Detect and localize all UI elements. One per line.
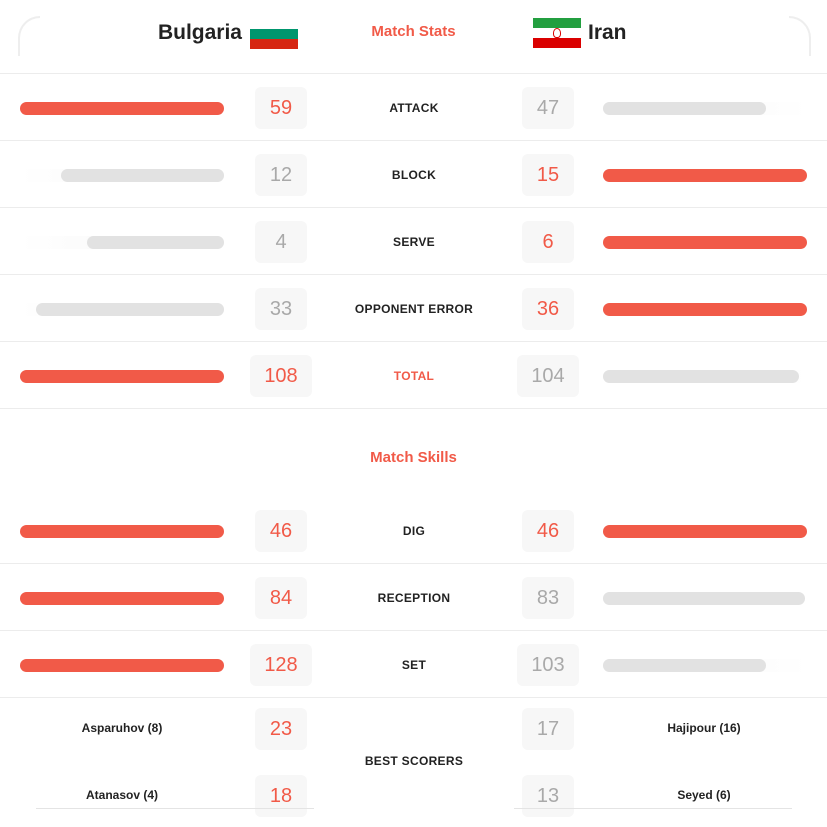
bar-team-b xyxy=(603,302,807,316)
bar-team-b xyxy=(603,524,807,538)
stat-row-attack: 59 ATTACK 47 xyxy=(0,74,827,141)
value-team-b: 47 xyxy=(522,86,574,129)
stat-row-dig: 46 DIG 46 xyxy=(0,497,827,564)
bar-fill-team-a xyxy=(20,524,224,538)
bar-fill-team-a xyxy=(20,369,224,383)
scorer-b-2-points: 13 xyxy=(522,775,574,817)
scorer-a-1-points: 23 xyxy=(255,708,307,750)
stat-label: DIG xyxy=(402,523,426,538)
bar-team-b xyxy=(603,369,807,383)
bar-team-b xyxy=(603,235,807,249)
bar-team-a xyxy=(20,101,224,115)
best-scorers-label: BEST SCORERS xyxy=(364,754,464,768)
value-team-b: 6 xyxy=(522,220,574,263)
stat-row-total: 108 TOTAL 104 xyxy=(0,342,827,409)
scorer-b-2-name: Seyed (6) xyxy=(677,788,731,802)
bar-fill-team-b xyxy=(603,168,807,182)
bar-fill-team-a xyxy=(20,101,224,115)
bar-fill-team-a xyxy=(20,591,224,605)
bar-fill-team-a xyxy=(36,302,224,316)
value-team-b: 104 xyxy=(517,354,579,397)
header-corner-right xyxy=(789,16,811,56)
bar-team-b xyxy=(603,101,807,115)
iran-emblem-icon xyxy=(553,28,561,38)
bar-team-a xyxy=(20,369,224,383)
scorer-a-2-name: Atanasov (4) xyxy=(85,788,159,802)
stat-row-serve: 4 SERVE 6 xyxy=(0,208,827,275)
stat-row-block: 12 BLOCK 15 xyxy=(0,141,827,208)
bar-fill-team-b xyxy=(603,235,807,249)
value-team-b: 103 xyxy=(517,643,579,686)
bar-fill-team-b xyxy=(603,302,807,316)
stat-label: SERVE xyxy=(393,234,435,249)
divider-left xyxy=(36,808,314,809)
bar-fill-team-a xyxy=(60,168,224,182)
scorer-a-2-points: 18 xyxy=(255,775,307,817)
match-skills-title: Match Skills xyxy=(370,449,457,466)
team-b-name: Iran xyxy=(588,21,627,44)
bar-team-a xyxy=(20,302,224,316)
bar-fill-team-a xyxy=(87,235,224,249)
bar-fill-team-b xyxy=(603,524,807,538)
bar-team-a xyxy=(20,591,224,605)
bar-team-a xyxy=(20,658,224,672)
scorer-b-1-points: 17 xyxy=(522,708,574,750)
value-team-a: 128 xyxy=(250,643,312,686)
value-team-a: 59 xyxy=(255,86,307,129)
match-header: Bulgaria Match Stats Iran xyxy=(0,0,827,74)
value-team-a: 84 xyxy=(255,576,307,619)
value-team-a: 12 xyxy=(255,153,307,196)
value-team-b: 83 xyxy=(522,576,574,619)
bar-team-a xyxy=(20,235,224,249)
bar-team-b xyxy=(603,658,807,672)
bar-fill-team-a xyxy=(20,658,224,672)
scorer-a-1-name: Asparuhov (8) xyxy=(81,721,163,735)
stat-label: ATTACK xyxy=(389,100,439,115)
bar-fill-team-b xyxy=(603,591,805,605)
bar-fill-team-b xyxy=(603,101,767,115)
value-team-b: 15 xyxy=(522,153,574,196)
bar-team-b xyxy=(603,591,807,605)
iran-flag-icon xyxy=(533,18,581,48)
value-team-b: 46 xyxy=(522,509,574,552)
value-team-a: 108 xyxy=(250,354,312,397)
stat-row-opponent-error: 33 OPPONENT ERROR 36 xyxy=(0,275,827,342)
stat-row-reception: 84 RECEPTION 83 xyxy=(0,564,827,631)
bar-team-a xyxy=(20,168,224,182)
bar-team-b xyxy=(603,168,807,182)
scorer-b-1-name: Hajipour (16) xyxy=(667,721,741,735)
stat-row-set: 128 SET 103 xyxy=(0,631,827,698)
value-team-b: 36 xyxy=(522,287,574,330)
stat-label: RECEPTION xyxy=(377,590,451,605)
value-team-a: 46 xyxy=(255,509,307,552)
bulgaria-flag-icon xyxy=(250,19,298,49)
stat-label: TOTAL xyxy=(393,368,435,383)
stat-label: SET xyxy=(401,657,427,672)
bar-fill-team-b xyxy=(603,658,767,672)
match-stats-title: Match Stats xyxy=(371,23,456,40)
stat-label: OPPONENT ERROR xyxy=(354,301,474,316)
stat-label: BLOCK xyxy=(391,167,437,182)
bar-team-a xyxy=(20,524,224,538)
value-team-a: 33 xyxy=(255,287,307,330)
value-team-a: 4 xyxy=(255,220,307,263)
divider-right xyxy=(514,808,792,809)
bar-fill-team-b xyxy=(603,369,799,383)
team-a-name: Bulgaria xyxy=(157,21,242,44)
